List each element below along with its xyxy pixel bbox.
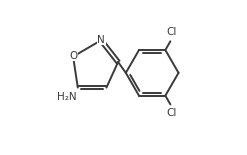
Text: H₂N: H₂N — [57, 92, 77, 102]
Text: O: O — [69, 51, 77, 61]
Text: Cl: Cl — [166, 108, 176, 118]
Text: N: N — [97, 35, 105, 44]
Text: Cl: Cl — [166, 27, 176, 37]
